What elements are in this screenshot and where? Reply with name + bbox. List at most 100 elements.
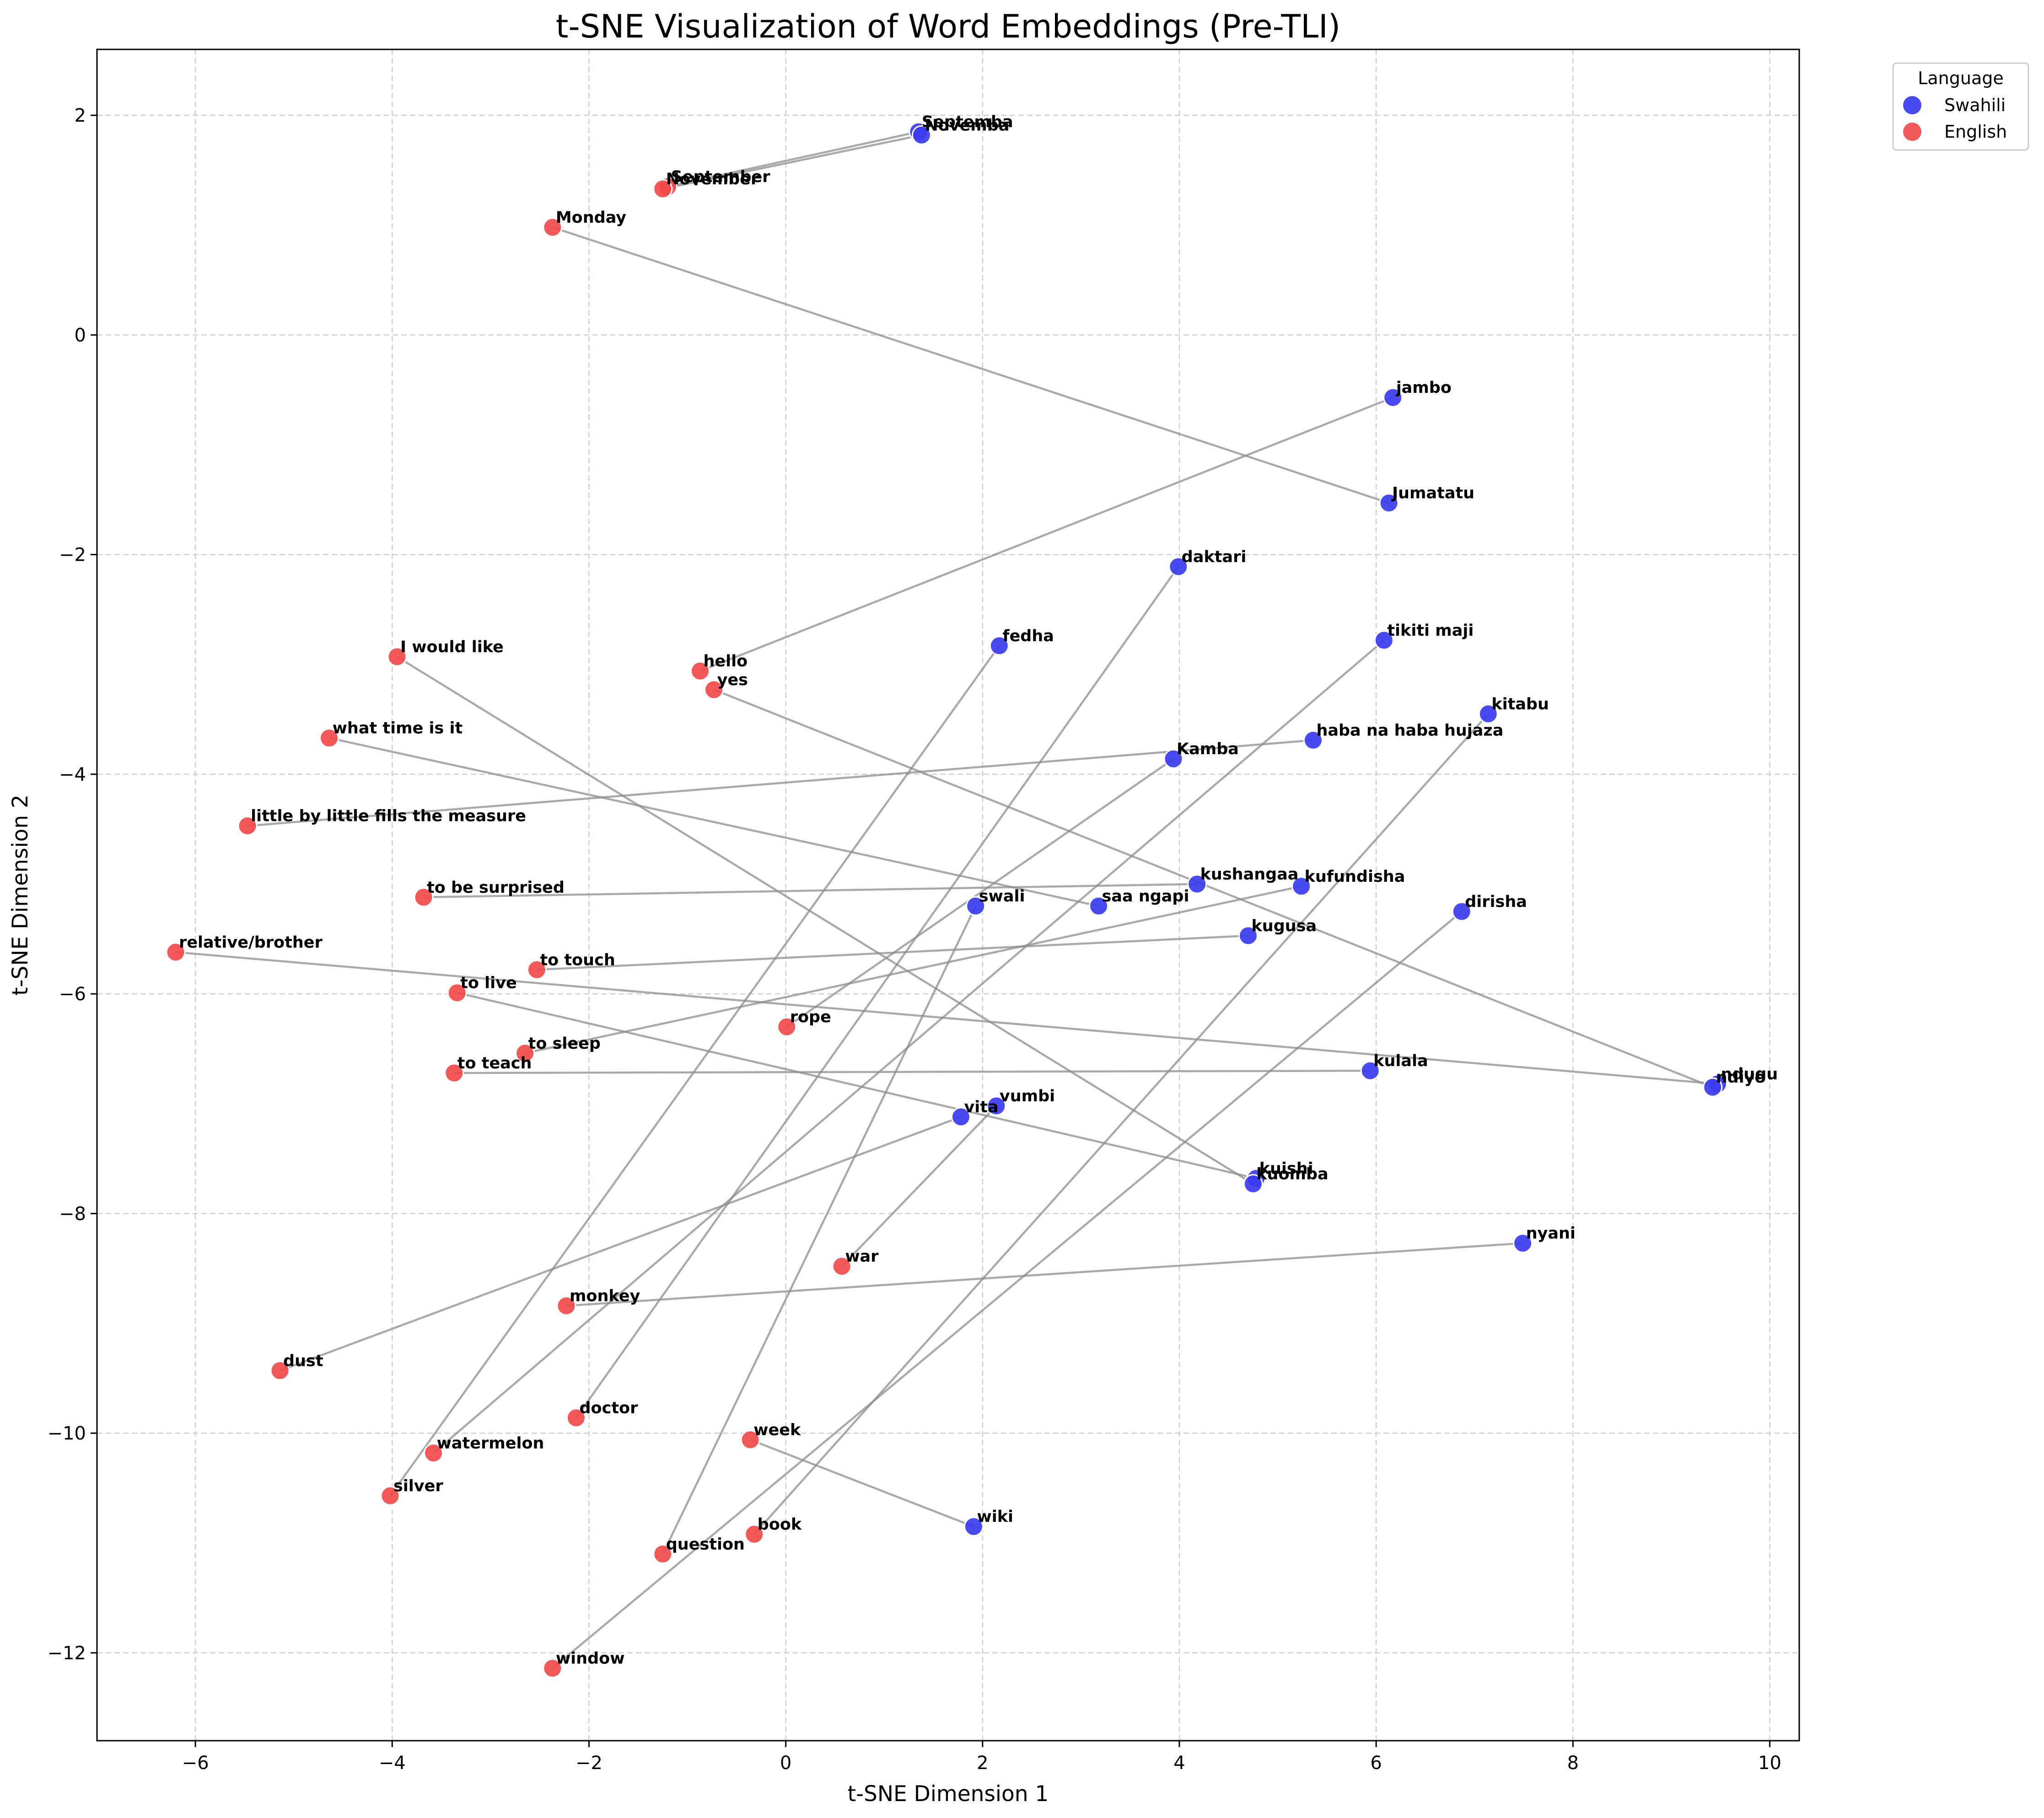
english-point <box>777 1017 797 1037</box>
swahili-point <box>1303 730 1323 750</box>
english-point-label: window <box>556 1650 625 1668</box>
translation-link <box>280 1115 962 1372</box>
swahili-point-label: kufundisha <box>1305 868 1405 886</box>
swahili-point <box>966 896 986 916</box>
english-point-label: to live <box>460 974 517 992</box>
english-point <box>653 179 673 199</box>
swahili-point-label: kitabu <box>1491 695 1549 713</box>
english-point <box>444 1063 464 1083</box>
english-point-label: silver <box>393 1477 443 1496</box>
english-point <box>515 1043 535 1063</box>
translation-link <box>396 656 1254 1185</box>
swahili-point-label: fedha <box>1002 627 1054 645</box>
swahili-point-label: kuishi <box>1259 1160 1313 1178</box>
english-point <box>270 1361 290 1381</box>
translation-link <box>389 645 1000 1496</box>
translation-link <box>662 134 922 190</box>
swahili-point <box>1478 704 1498 724</box>
english-point-label: monkey <box>570 1287 640 1305</box>
english-point <box>566 1408 586 1428</box>
y-tick-label: −12 <box>48 1643 86 1664</box>
translation-link <box>329 737 1099 907</box>
english-point-label: I would like <box>400 638 504 656</box>
swahili-point <box>963 1517 984 1537</box>
english-point <box>447 983 467 1003</box>
swahili-point-label: swali <box>979 887 1025 906</box>
translation-link <box>750 1438 974 1528</box>
swahili-point-label: dirisha <box>1465 893 1527 911</box>
translation-link <box>537 934 1248 971</box>
english-point <box>166 942 186 962</box>
english-point <box>704 680 724 700</box>
point-layer <box>166 122 1727 1679</box>
x-axis-title: t-SNE Dimension 1 <box>848 1781 1049 1807</box>
x-tick-label: 4 <box>1173 1753 1185 1774</box>
x-tick-label: −6 <box>182 1753 209 1774</box>
translation-link <box>699 397 1393 672</box>
swahili-point-label: kugusa <box>1252 917 1317 935</box>
swahili-point-label: Kamba <box>1177 740 1239 758</box>
english-point <box>740 1430 760 1450</box>
english-point <box>237 816 258 836</box>
translation-link <box>566 1242 1523 1307</box>
translation-link <box>841 1105 997 1267</box>
swahili-point <box>1379 493 1399 513</box>
translation-link <box>552 911 1463 1669</box>
swahili-point <box>1238 926 1259 946</box>
english-point-label: watermelon <box>437 1434 544 1453</box>
swahili-point <box>1089 896 1109 916</box>
translation-link <box>575 566 1179 1419</box>
swahili-point <box>1383 387 1403 408</box>
swahili-point-label: ndiyo <box>1716 1068 1766 1087</box>
y-tick-label: 0 <box>75 325 86 346</box>
swahili-point-label: kuomba <box>1256 1165 1328 1184</box>
swahili-point-label: vumbi <box>1000 1087 1055 1105</box>
english-point-label: dust <box>283 1352 323 1370</box>
legend-box <box>1892 62 2029 151</box>
translation-link <box>454 1069 1371 1074</box>
swahili-point <box>951 1107 971 1127</box>
english-point-label: book <box>758 1516 802 1534</box>
y-tick-label: −2 <box>59 545 86 566</box>
english-point-label: to sleep <box>528 1035 601 1053</box>
x-tick-label: −2 <box>576 1753 602 1774</box>
y-tick-label: 2 <box>75 105 86 126</box>
english-point <box>380 1486 400 1506</box>
x-tick-label: 8 <box>1567 1753 1579 1774</box>
english-point-label: little by little fills the measure <box>251 807 526 826</box>
tick-layer: −6 −4 −2 0 2 4 6 8 10 2 0 −2 −4 −6 −8 −10 −12 <box>48 105 1781 1774</box>
swahili-point-label: nyani <box>1526 1224 1576 1243</box>
english-point-label: doctor <box>579 1399 638 1417</box>
translation-link <box>552 226 1389 504</box>
english-point <box>744 1524 764 1544</box>
y-tick-label: −4 <box>59 764 86 785</box>
english-point <box>319 728 339 748</box>
swahili-point <box>1374 630 1394 650</box>
legend: Language Swahili English <box>1892 62 2029 151</box>
swahili-point <box>1452 901 1472 922</box>
translation-link <box>175 951 1718 1085</box>
plot-frame <box>96 48 1800 1742</box>
legend-marker <box>1903 96 1921 114</box>
english-point <box>653 1544 673 1564</box>
swahili-point <box>986 1096 1006 1116</box>
english-point-label: to touch <box>540 951 615 969</box>
y-axis-title: t-SNE Dimension 2 <box>8 794 33 996</box>
english-point-label: November <box>666 170 759 188</box>
legend-entry-label: Swahili <box>1944 95 2006 115</box>
english-point <box>690 661 710 681</box>
swahili-point <box>1168 557 1189 577</box>
swahili-point <box>1703 1077 1723 1097</box>
english-point <box>556 1296 576 1316</box>
legend-marker <box>1903 123 1921 141</box>
swahili-point-label: haba na haba hujaza <box>1316 721 1503 740</box>
y-tick-label: −6 <box>59 984 86 1005</box>
legend-title: Language <box>1918 68 2004 88</box>
translation-link <box>457 992 1257 1180</box>
swahili-point-label: ndugu <box>1721 1065 1778 1083</box>
link-layer <box>175 130 1718 1669</box>
translation-link <box>424 883 1197 899</box>
